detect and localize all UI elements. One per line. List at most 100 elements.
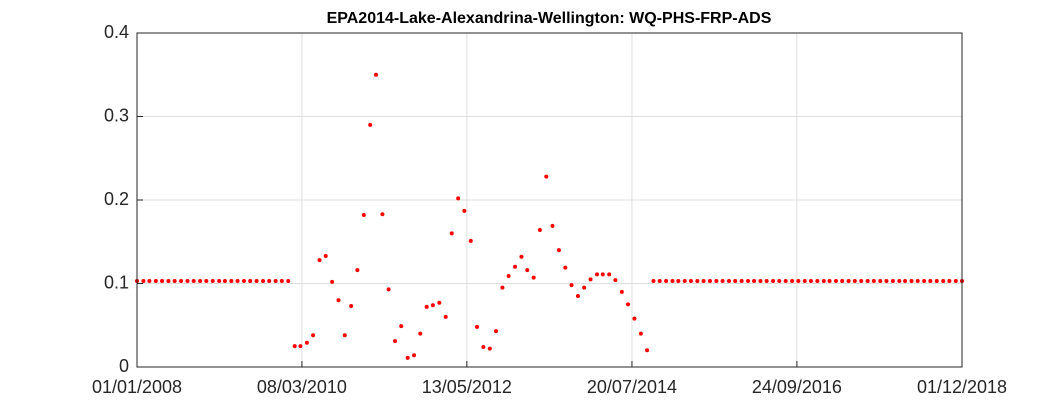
data-point — [248, 278, 253, 283]
plot-frame — [136, 32, 963, 368]
data-point — [487, 346, 492, 351]
data-point — [903, 278, 908, 283]
data-point — [525, 268, 530, 273]
data-point — [292, 344, 297, 349]
data-point — [273, 278, 278, 283]
data-point — [494, 329, 499, 334]
tick-labels: 0 0.1 0.2 0.3 0.4 01/01/2008 08/03/2010 13/05/2… — [92, 22, 1007, 397]
data-point — [399, 324, 404, 329]
data-point — [204, 278, 209, 283]
data-point — [808, 278, 813, 283]
x-tick-label: 20/07/2014 — [587, 377, 677, 397]
data-point — [909, 278, 914, 283]
data-point — [405, 355, 410, 360]
data-point — [304, 340, 309, 345]
data-point — [544, 174, 549, 179]
x-tick-label: 01/01/2008 — [92, 377, 182, 397]
data-point — [790, 278, 795, 283]
data-point — [179, 278, 184, 283]
data-point — [311, 333, 316, 338]
data-point — [235, 278, 240, 283]
data-point — [796, 278, 801, 283]
data-point — [373, 72, 378, 77]
data-point — [720, 278, 725, 283]
data-point — [664, 278, 669, 283]
data-point — [890, 278, 895, 283]
data-point — [707, 278, 712, 283]
data-point — [172, 278, 177, 283]
data-point — [513, 264, 518, 269]
data-point — [185, 278, 190, 283]
data-point — [198, 278, 203, 283]
data-point — [393, 339, 398, 344]
data-point — [947, 278, 952, 283]
data-point — [827, 278, 832, 283]
data-point — [752, 278, 757, 283]
data-point — [607, 272, 612, 277]
data-point — [424, 304, 429, 309]
y-tick-label: 0.2 — [104, 189, 129, 209]
marks — [135, 72, 964, 360]
x-tick-label: 24/09/2016 — [752, 377, 842, 397]
y-tick-label: 0.4 — [104, 22, 129, 42]
data-point — [556, 248, 561, 253]
data-point — [531, 275, 536, 280]
data-point — [846, 278, 851, 283]
data-point — [915, 278, 920, 283]
data-point — [682, 278, 687, 283]
data-point — [638, 331, 643, 336]
data-point — [588, 277, 593, 282]
data-point — [878, 278, 883, 283]
data-point — [368, 122, 373, 127]
data-point — [222, 278, 227, 283]
data-point — [267, 278, 272, 283]
data-point — [594, 272, 599, 277]
y-tick-label: 0.1 — [104, 272, 129, 292]
data-point — [298, 344, 303, 349]
x-tick-label: 13/05/2012 — [422, 377, 512, 397]
data-point — [160, 278, 165, 283]
data-point — [695, 278, 700, 283]
data-point — [330, 279, 335, 284]
data-point — [563, 265, 568, 270]
data-point — [645, 348, 650, 353]
data-point — [670, 278, 675, 283]
data-point — [506, 273, 511, 278]
data-point — [153, 278, 158, 283]
data-point — [727, 278, 732, 283]
data-point — [519, 254, 524, 259]
data-point — [852, 278, 857, 283]
data-point — [619, 289, 624, 294]
data-point — [783, 278, 788, 283]
data-point — [928, 278, 933, 283]
data-point — [600, 272, 605, 277]
data-point — [884, 278, 889, 283]
data-point — [254, 278, 259, 283]
data-point — [342, 333, 347, 338]
data-point — [733, 278, 738, 283]
data-point — [443, 314, 448, 319]
data-point — [210, 278, 215, 283]
data-point — [449, 231, 454, 236]
data-point — [349, 304, 354, 309]
data-point — [651, 278, 656, 283]
data-point — [481, 344, 486, 349]
data-point — [361, 213, 366, 218]
data-point — [279, 278, 284, 283]
data-point — [582, 285, 587, 290]
data-point — [474, 324, 479, 329]
data-point — [147, 278, 152, 283]
data-point — [922, 278, 927, 283]
y-tick-label: 0.3 — [104, 105, 129, 125]
data-point — [657, 278, 662, 283]
data-point — [569, 283, 574, 288]
data-point — [771, 278, 776, 283]
x-tick-label: 08/03/2010 — [257, 377, 347, 397]
data-point — [229, 278, 234, 283]
data-point — [802, 278, 807, 283]
data-point — [437, 300, 442, 305]
chart-title: EPA2014-Lake-Alexandrina-Wellington: WQ-… — [327, 10, 772, 27]
x-tick-label: 01/12/2018 — [917, 377, 1007, 397]
data-point — [412, 353, 417, 358]
